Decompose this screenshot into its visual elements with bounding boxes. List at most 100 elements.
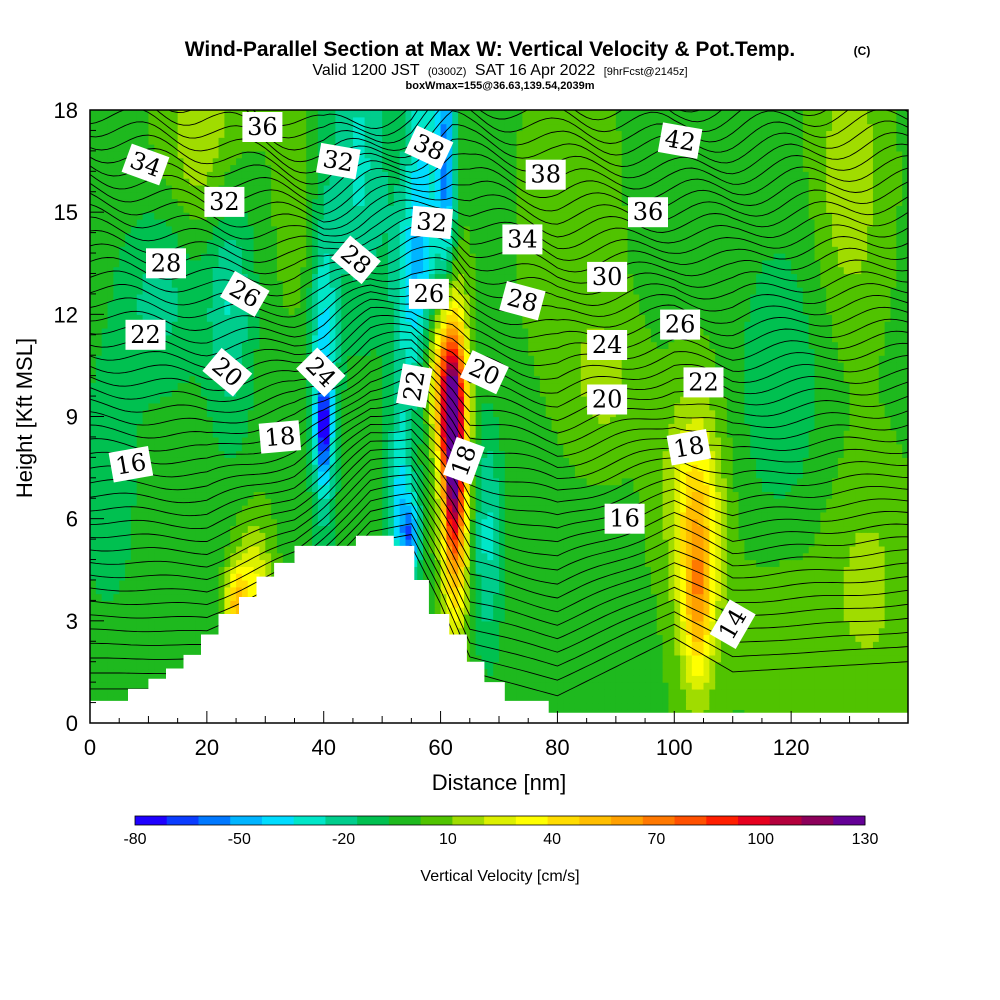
velocity-cell <box>902 607 908 615</box>
velocity-cell <box>645 484 652 493</box>
velocity-cell <box>142 607 150 615</box>
velocity-cell <box>253 518 261 527</box>
velocity-cell <box>499 620 506 629</box>
velocity-cell <box>370 498 377 506</box>
velocity-cell <box>756 695 763 704</box>
velocity-cell <box>580 593 588 601</box>
velocity-cell <box>452 586 459 595</box>
velocity-cell <box>814 593 821 601</box>
velocity-cell <box>791 607 798 615</box>
velocity-cell <box>236 532 243 540</box>
velocity-cell <box>101 620 109 629</box>
velocity-cell <box>405 498 412 506</box>
velocity-cell <box>598 566 605 574</box>
velocity-cell <box>212 539 220 547</box>
velocity-cell <box>247 552 255 561</box>
velocity-cell <box>896 539 903 547</box>
velocity-cell <box>691 648 699 656</box>
velocity-cell <box>218 573 225 581</box>
velocity-cell <box>154 634 161 642</box>
velocity-cell <box>826 620 833 629</box>
velocity-cell <box>574 702 582 710</box>
velocity-cell <box>142 491 150 499</box>
velocity-cell <box>446 573 453 581</box>
velocity-cell <box>446 505 453 513</box>
velocity-cell <box>119 661 126 670</box>
velocity-cell <box>586 648 594 656</box>
velocity-cell <box>598 511 605 520</box>
velocity-cell <box>808 539 816 547</box>
velocity-cell <box>101 634 109 642</box>
velocity-cell <box>516 607 523 615</box>
velocity-cell <box>522 532 529 540</box>
velocity-cell <box>189 505 196 513</box>
velocity-cell <box>814 634 821 642</box>
velocity-cell <box>843 620 851 629</box>
velocity-cell <box>814 682 821 690</box>
velocity-cell <box>206 579 214 588</box>
velocity-cell <box>785 532 792 540</box>
velocity-cell <box>650 600 658 608</box>
velocity-cell <box>195 620 202 629</box>
velocity-cell <box>709 675 716 683</box>
velocity-cell <box>604 491 611 499</box>
velocity-cell <box>165 532 173 540</box>
velocity-cell <box>119 559 126 567</box>
velocity-cell <box>902 620 908 629</box>
velocity-cell <box>832 539 839 547</box>
velocity-cell <box>685 688 693 697</box>
velocity-cell <box>820 661 827 670</box>
velocity-cell <box>160 620 167 629</box>
velocity-cell <box>499 607 506 615</box>
velocity-cell <box>849 593 857 601</box>
velocity-cell <box>183 491 190 499</box>
velocity-cell <box>282 518 290 527</box>
velocity-cell <box>101 668 109 676</box>
velocity-cell <box>569 695 576 704</box>
velocity-cell <box>528 559 535 567</box>
velocity-cell <box>481 627 488 636</box>
velocity-cell <box>271 545 278 554</box>
velocity-cell <box>475 586 483 595</box>
velocity-cell <box>522 641 529 649</box>
velocity-cell <box>715 607 722 615</box>
velocity-cell <box>469 648 477 656</box>
velocity-cell <box>674 682 681 690</box>
velocity-cell <box>814 573 821 581</box>
velocity-cell <box>522 688 529 697</box>
velocity-cell <box>545 545 553 554</box>
velocity-cell <box>598 518 605 527</box>
velocity-cell <box>201 518 208 527</box>
velocity-cell <box>715 702 722 710</box>
velocity-cell <box>160 477 167 486</box>
velocity-cell <box>463 586 471 595</box>
velocity-cell <box>528 600 535 608</box>
velocity-cell <box>820 511 827 520</box>
velocity-cell <box>393 518 401 527</box>
velocity-cell <box>721 661 728 670</box>
velocity-cell <box>680 491 687 499</box>
velocity-cell <box>90 491 97 499</box>
velocity-cell <box>113 688 120 697</box>
velocity-cell <box>230 586 237 595</box>
velocity-cell <box>481 539 488 547</box>
velocity-cell <box>230 491 237 499</box>
velocity-cell <box>493 668 500 676</box>
velocity-cell <box>230 477 237 486</box>
velocity-cell <box>177 648 185 656</box>
velocity-cell <box>732 484 740 493</box>
velocity-cell <box>814 586 821 595</box>
velocity-cell <box>779 498 786 506</box>
velocity-cell <box>709 586 716 595</box>
velocity-cell <box>90 539 97 547</box>
velocity-cell <box>738 491 745 499</box>
velocity-cell <box>481 579 488 588</box>
velocity-cell <box>411 552 418 561</box>
velocity-cell <box>171 607 179 615</box>
velocity-cell <box>697 545 705 554</box>
velocity-cell <box>493 648 500 656</box>
velocity-cell <box>475 552 483 561</box>
velocity-cell <box>650 620 658 629</box>
velocity-cell <box>796 702 804 710</box>
velocity-cell <box>282 532 290 540</box>
